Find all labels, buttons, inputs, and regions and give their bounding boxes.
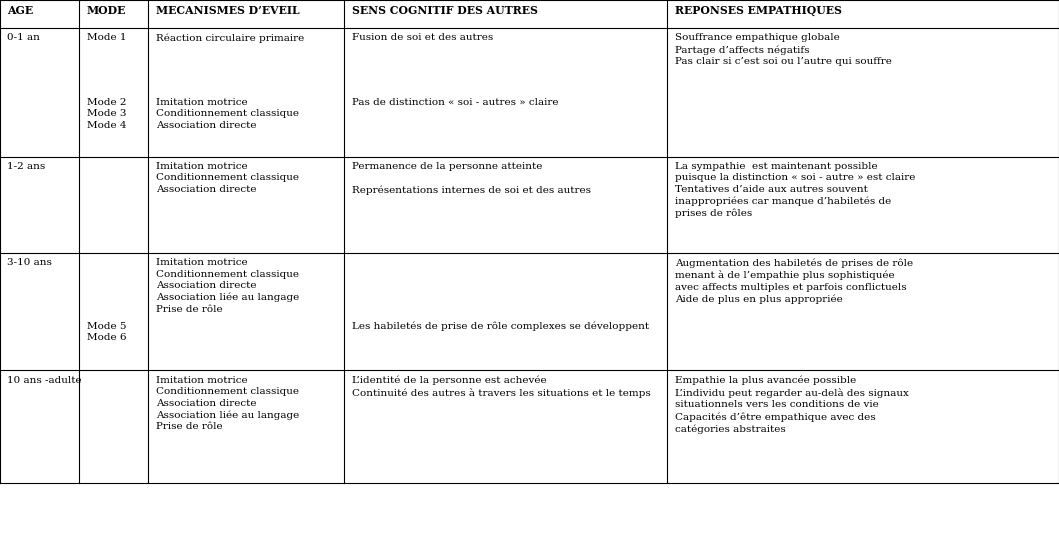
Text: Imitation motrice
Conditionnement classique
Association directe: Imitation motrice Conditionnement classi…: [156, 98, 299, 130]
Text: MODE: MODE: [87, 5, 126, 16]
Text: MECANISMES D’EVEIL: MECANISMES D’EVEIL: [156, 5, 300, 16]
Text: Souffrance empathique globale
Partage d’affects négatifs
Pas clair si c’est soi : Souffrance empathique globale Partage d’…: [675, 33, 892, 66]
Text: Mode 5
Mode 6: Mode 5 Mode 6: [87, 322, 126, 342]
Text: Les habiletés de prise de rôle complexes se développent: Les habiletés de prise de rôle complexes…: [352, 322, 649, 331]
Text: Imitation motrice
Conditionnement classique
Association directe: Imitation motrice Conditionnement classi…: [156, 162, 299, 194]
Text: 3-10 ans: 3-10 ans: [7, 258, 52, 267]
Text: Mode 1: Mode 1: [87, 33, 126, 43]
Text: Fusion de soi et des autres: Fusion de soi et des autres: [352, 33, 492, 43]
Text: SENS COGNITIF DES AUTRES: SENS COGNITIF DES AUTRES: [352, 5, 538, 16]
Text: Augmentation des habiletés de prises de rôle
menant à de l’empathie plus sophist: Augmentation des habiletés de prises de …: [675, 258, 913, 304]
Text: 10 ans -adulte: 10 ans -adulte: [7, 376, 82, 385]
Text: 1-2 ans: 1-2 ans: [7, 162, 46, 171]
Text: AGE: AGE: [7, 5, 34, 16]
Text: Réaction circulaire primaire: Réaction circulaire primaire: [156, 33, 304, 43]
Text: Empathie la plus avancée possible
L’individu peut regarder au-delà des signaux
s: Empathie la plus avancée possible L’indi…: [675, 376, 909, 434]
Text: Mode 2
Mode 3
Mode 4: Mode 2 Mode 3 Mode 4: [87, 98, 126, 130]
Text: Pas de distinction « soi - autres » claire: Pas de distinction « soi - autres » clai…: [352, 98, 558, 107]
Text: La sympathie  est maintenant possible
puisque la distinction « soi - autre » est: La sympathie est maintenant possible pui…: [675, 162, 915, 218]
Text: REPONSES EMPATHIQUES: REPONSES EMPATHIQUES: [675, 5, 842, 16]
Text: Imitation motrice
Conditionnement classique
Association directe
Association liée: Imitation motrice Conditionnement classi…: [156, 376, 299, 431]
Text: Imitation motrice
Conditionnement classique
Association directe
Association liée: Imitation motrice Conditionnement classi…: [156, 258, 299, 314]
Text: L’identité de la personne est achevée
Continuité des autres à travers les situat: L’identité de la personne est achevée Co…: [352, 376, 650, 398]
Text: Permanence de la personne atteinte

Représentations internes de soi et des autre: Permanence de la personne atteinte Repré…: [352, 162, 591, 194]
Text: 0-1 an: 0-1 an: [7, 33, 40, 43]
